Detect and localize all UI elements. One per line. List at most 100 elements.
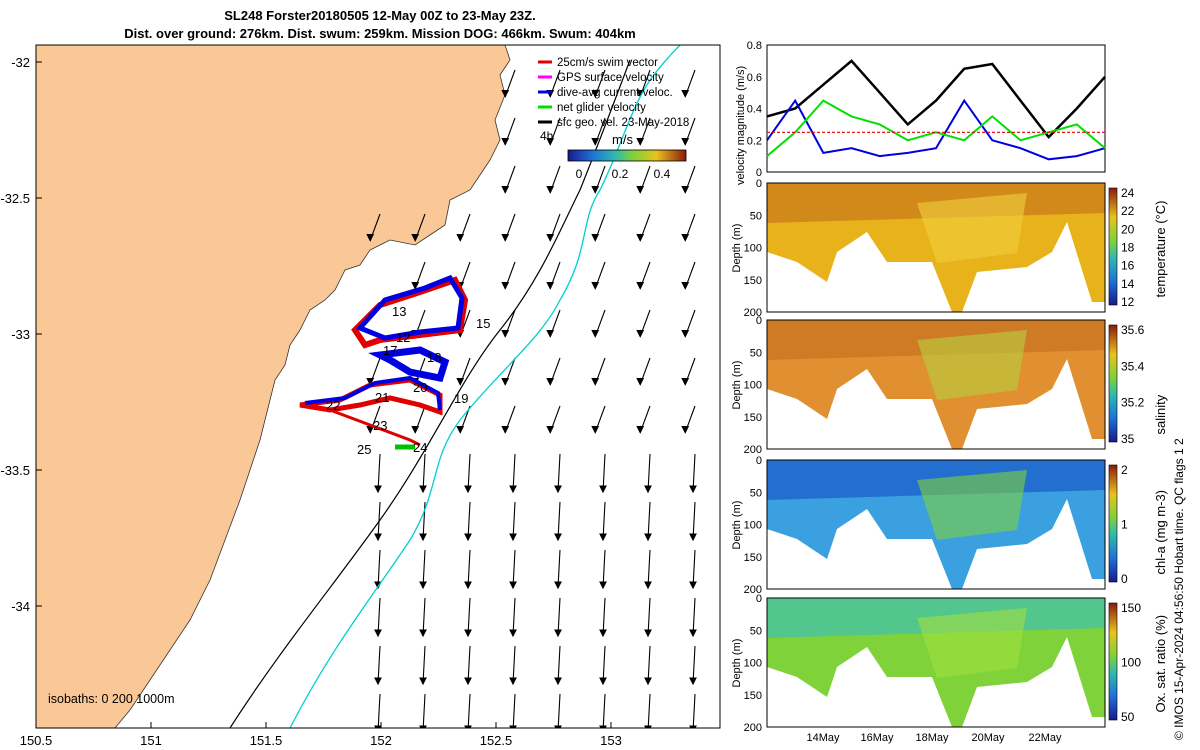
depth-tick: 200 — [744, 722, 762, 734]
track-label: 22 — [326, 398, 340, 413]
depth-tick: 150 — [744, 552, 762, 564]
colorbar-title: m/s — [612, 132, 633, 147]
geo-vel-arrowhead — [591, 90, 600, 98]
geo-vel-arrowhead — [546, 234, 555, 242]
colorbar-tick: 35.2 — [1121, 396, 1145, 410]
depth-tick: 200 — [744, 584, 762, 596]
geo-vel-arrowhead — [554, 533, 562, 542]
geo-vel-arrowhead — [501, 138, 510, 146]
glider-track — [299, 274, 469, 450]
depth-label: Depth (m) — [731, 639, 743, 688]
geo-vel-arrowhead — [419, 725, 427, 728]
colorbar-tick: 18 — [1121, 241, 1135, 255]
colorbar-tick: 0 — [1121, 572, 1128, 586]
depth-tick: 50 — [750, 487, 762, 499]
map-xtick-label: 151.5 — [250, 733, 283, 748]
section-feature — [917, 470, 1027, 540]
track-label: 20 — [413, 380, 427, 395]
land-area — [36, 45, 511, 728]
geo-vel-arrowhead — [554, 485, 562, 494]
geo-vel-arrowhead — [591, 234, 600, 242]
map-xtick-label: 152 — [370, 733, 392, 748]
geo-vel-arrowhead — [501, 282, 510, 290]
colorbar-tick: 50 — [1121, 710, 1135, 724]
geo-vel-arrowhead — [509, 581, 517, 590]
track-label: 23 — [373, 418, 387, 433]
depth-tick: 50 — [750, 210, 762, 222]
section-frame — [766, 459, 1106, 590]
colorbar-label: temperature (°C) — [1153, 201, 1168, 298]
velocity-ytick: 0 — [756, 167, 762, 179]
map-xtick-label: 150.5 — [20, 733, 53, 748]
geo-vel-arrowhead — [689, 725, 697, 728]
section-colorbar — [1108, 324, 1118, 443]
depth-tick: 100 — [744, 243, 762, 255]
track-label: 21 — [375, 390, 389, 405]
section-feature — [917, 330, 1027, 400]
velocity-ytick: 0.8 — [747, 40, 762, 52]
speed-colorbar-ticks: 0 0.2 0.4 — [576, 167, 671, 181]
map-ytick-label: -33 — [11, 327, 30, 342]
geo-vel-arrowhead — [554, 581, 562, 590]
map-ytick-label: -34 — [11, 599, 30, 614]
geo-vel-arrowhead — [456, 378, 465, 386]
legend-label: sfc geo. vel. 23-May-2018 — [557, 117, 689, 129]
date-tick: 18May — [915, 732, 949, 744]
isobath-1000m — [289, 45, 681, 728]
depth-tick: 50 — [750, 625, 762, 637]
map-ytick-label: -32 — [11, 55, 30, 70]
colorbar-tick: 12 — [1121, 295, 1135, 309]
map-axis-ticks: 150.5 151 151.5 152 152.5 153 -32 -32.5 -33 -33.5… — [0, 55, 621, 748]
geo-vel-arrowhead — [546, 282, 555, 290]
velocity-line — [766, 59, 1106, 139]
velocity-frame — [766, 44, 1106, 173]
track-label: 15 — [476, 316, 490, 331]
date-tick: 16May — [860, 732, 894, 744]
date-tick: 22May — [1028, 732, 1062, 744]
figure-title-line2: Dist. over ground: 276km. Dist. swum: 25… — [124, 26, 636, 41]
colorbar-tick: 0 — [576, 167, 583, 181]
geo-vel-arrowhead — [644, 677, 652, 686]
geo-vel-arrowhead — [599, 485, 607, 494]
geostrophic-velocity-field — [366, 69, 697, 728]
geo-vel-arrowhead — [374, 677, 382, 686]
track-label: 17 — [383, 343, 397, 358]
colorbar-tick: 22 — [1121, 204, 1135, 218]
colorbar-tick: 100 — [1121, 656, 1141, 670]
map-frame — [35, 44, 721, 729]
colorbar-tick: 0.4 — [654, 167, 671, 181]
geo-vel-arrowhead — [681, 186, 690, 194]
legend-label: GPS surface velocity — [557, 72, 664, 84]
map-legend: 25cm/s swim vector GPS surface velocity di… — [538, 57, 689, 129]
depth-tick: 0 — [756, 178, 762, 190]
colorbar-tick: 0.2 — [612, 167, 629, 181]
geo-vel-arrowhead — [419, 485, 427, 494]
geo-vel-arrowhead — [689, 533, 697, 542]
depth-label: Depth (m) — [731, 501, 743, 550]
geo-vel-arrowhead — [599, 629, 607, 638]
geo-vel-arrowhead — [636, 186, 645, 194]
geo-vel-arrowhead — [374, 725, 382, 728]
geo-vel-arrowhead — [689, 629, 697, 638]
map-xtick-label: 151 — [140, 733, 162, 748]
velocity-ytick: 0.4 — [747, 104, 762, 116]
geo-vel-arrowhead — [636, 234, 645, 242]
geo-vel-arrowhead — [599, 677, 607, 686]
colorbar-tick: 20 — [1121, 222, 1135, 236]
geo-vel-arrowhead — [681, 330, 690, 338]
section-feature — [917, 193, 1027, 263]
geo-vel-arrowhead — [419, 581, 427, 590]
track-label: 18 — [427, 350, 441, 365]
colorbar-tick: 35.4 — [1121, 359, 1145, 373]
geo-vel-arrowhead — [374, 485, 382, 494]
legend-label: dive-avg current veloc. — [557, 87, 673, 99]
geo-vel-arrowhead — [636, 330, 645, 338]
track-label: 12 — [396, 330, 410, 345]
colorbar-label: chl-a (mg m-3) — [1153, 490, 1168, 575]
geo-vel-arrowhead — [366, 378, 375, 386]
geo-vel-arrowhead — [501, 186, 510, 194]
legend-label: net glider velocity — [557, 102, 646, 114]
